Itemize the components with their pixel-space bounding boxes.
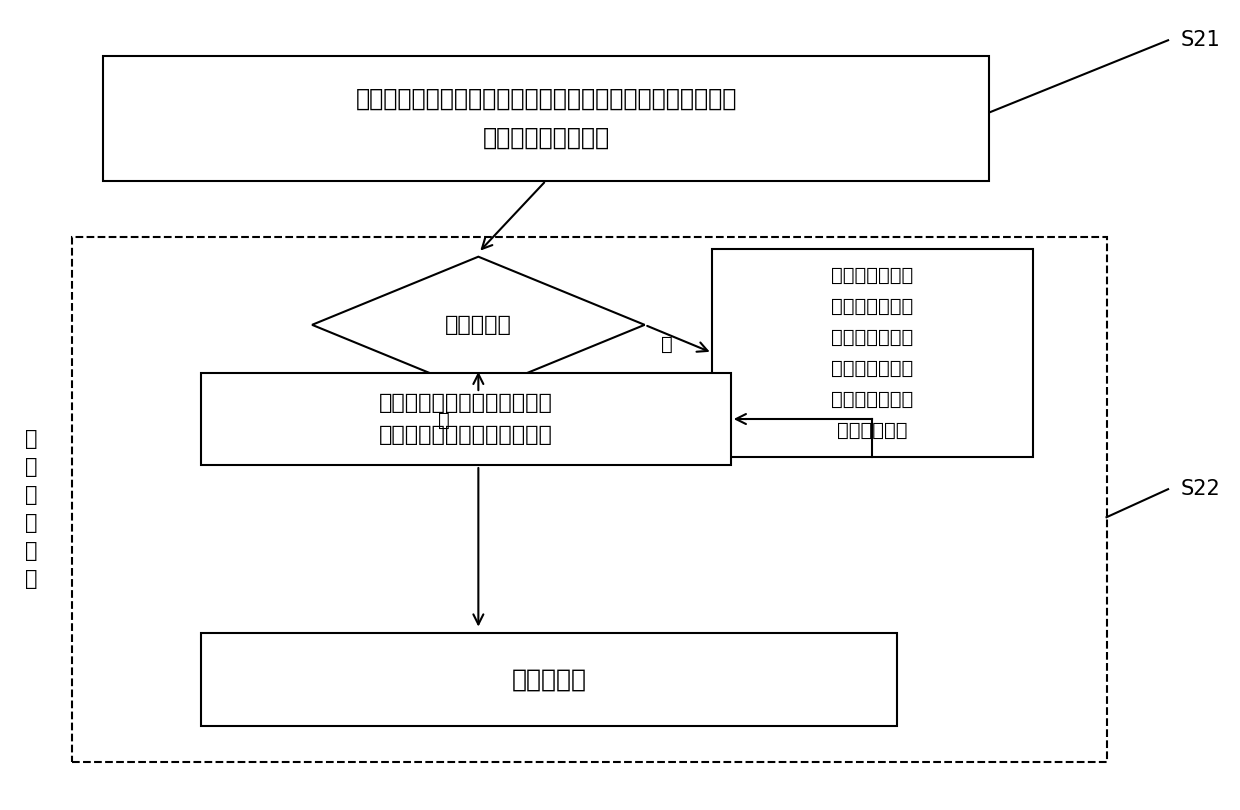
Bar <box>201 373 730 465</box>
Text: 有: 有 <box>438 411 449 430</box>
Text: 采用操作变量的多优先级优化
策略，实现最小的操作成本。: 采用操作变量的多优先级优化 策略，实现最小的操作成本。 <box>379 393 553 446</box>
Text: 无: 无 <box>661 335 672 355</box>
Bar <box>201 633 897 726</box>
Bar <box>103 56 990 181</box>
Text: 最优操作点: 最优操作点 <box>512 667 587 692</box>
Text: 稳
态
目
标
计
算: 稳 态 目 标 计 算 <box>25 429 37 589</box>
Text: 采用被控变量的
多优先级优化策
略，对被控变量
的约束条件适当
放松，使目标优
化更为合理。: 采用被控变量的 多优先级优化策 略，对被控变量 的约束条件适当 放松，使目标优 … <box>831 266 914 440</box>
Bar <box>72 237 1106 761</box>
Bar <box>712 249 1033 457</box>
Text: S22: S22 <box>1180 480 1220 499</box>
Polygon shape <box>312 257 645 393</box>
Text: 以最小的能量消耗为目标建立目标函数，根据工艺条件和稳态
模型构建约束条件。: 以最小的能量消耗为目标建立目标函数，根据工艺条件和稳态 模型构建约束条件。 <box>356 87 737 150</box>
Text: S21: S21 <box>1180 30 1220 50</box>
Text: 有无可行域: 有无可行域 <box>445 315 512 335</box>
